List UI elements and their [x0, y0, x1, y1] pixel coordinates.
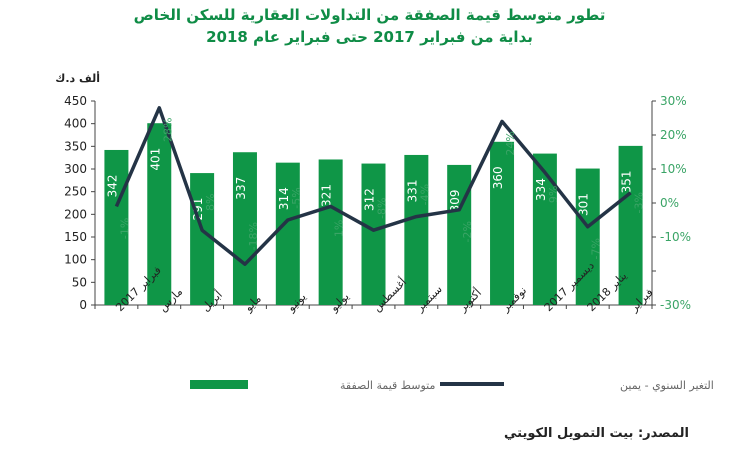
left-tick-label: 200 [64, 207, 87, 221]
bar [532, 153, 557, 305]
right-tick-label: 30% [660, 94, 687, 108]
line-value-label: 9% [547, 186, 560, 203]
bar [318, 159, 343, 305]
legend-bar-label: متوسط قيمة الصفقة [340, 379, 435, 392]
line-value-label: -2% [461, 221, 474, 242]
legend-line-label: التغير السنوي - يمين [620, 379, 714, 392]
yoy-change-line [114, 106, 632, 266]
left-tick-label: 300 [64, 162, 87, 176]
left-tick-label: 150 [64, 230, 87, 244]
bar-value-label: 314 [277, 187, 291, 210]
chart-svg: ألف د.ك 0 50 100 150 200 250 300 350 400 450 -30% -1… [55, 71, 714, 392]
bar [275, 162, 300, 305]
bar-value-label: 321 [320, 184, 334, 207]
bar [232, 152, 257, 305]
line-value-label: 28% [161, 118, 174, 142]
line-value-label: -7% [590, 238, 603, 259]
line-value-label: 1% [333, 220, 346, 237]
bar [447, 164, 472, 305]
left-tick-label: 50 [72, 275, 87, 289]
bar-value-label: 309 [448, 189, 462, 212]
unit-label: ألف د.ك [55, 71, 100, 85]
right-tick-label: -10% [660, 230, 691, 244]
bar-value-label: 401 [148, 148, 162, 171]
line-value-label: 24% [504, 131, 517, 155]
line-value-label: -4% [418, 184, 431, 205]
bar-value-label: 360 [491, 166, 505, 189]
line-value-label: -5% [290, 187, 303, 208]
bar [575, 168, 600, 305]
bar [490, 141, 515, 305]
left-tick-label: 250 [64, 185, 87, 199]
left-tick-label: 350 [64, 139, 87, 153]
bar [361, 163, 386, 305]
bar-value-label: 351 [620, 170, 634, 193]
left-tick-label: 100 [64, 253, 87, 267]
left-tick-label: 0 [79, 298, 87, 312]
bar-value-label: 337 [234, 177, 248, 200]
bar-value-label: 342 [105, 175, 119, 198]
bar [190, 173, 215, 305]
bar-value-label: 301 [577, 193, 591, 216]
line-value-label: -8% [376, 197, 389, 218]
legend-bar-swatch [190, 380, 248, 389]
right-tick-label: 0% [660, 196, 679, 210]
line-value-label: -1% [118, 218, 131, 239]
chart-subtitle: بداية من فبراير 2017 حتى فبراير عام 2018 [206, 28, 533, 46]
bar-value-label: 291 [191, 198, 205, 221]
line-value-label: 8% [204, 193, 217, 210]
bar [404, 154, 429, 305]
source-note: المصدر: بيت التمويل الكويتي [504, 426, 689, 441]
left-tick-label: 450 [64, 94, 87, 108]
bar [147, 123, 172, 305]
bar [104, 149, 129, 305]
bar-value-label: 334 [534, 178, 548, 201]
bar-value-label: 312 [363, 188, 377, 211]
line-value-label: -18% [247, 222, 260, 250]
right-tick-label: 20% [660, 128, 687, 142]
line-value-label: -3% [633, 192, 646, 213]
right-tick-label: 10% [660, 162, 687, 176]
bar-value-label: 331 [405, 179, 419, 202]
chart-title: تطور متوسط قيمة الصفقة من التداولات العق… [133, 6, 606, 24]
left-tick-label: 400 [64, 117, 87, 131]
right-tick-label: -30% [660, 298, 691, 312]
bar [618, 145, 643, 305]
